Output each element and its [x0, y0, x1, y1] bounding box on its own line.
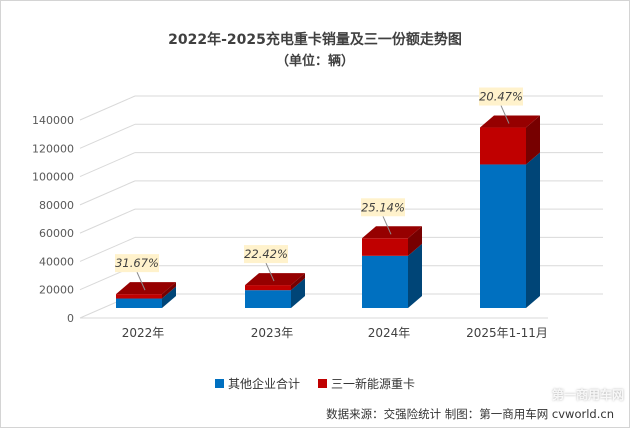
grid-diagonal: [79, 180, 136, 206]
legend-swatch-other: [214, 379, 224, 388]
bar-other-side-0: [162, 286, 176, 308]
data-source-note: 数据来源：交强险统计 制图：第一商用车网 cvworld.cn: [326, 407, 614, 421]
grid-diagonal: [79, 236, 136, 262]
bar-other-side-2: [408, 243, 422, 308]
bar-sany-side-1: [291, 273, 305, 291]
bar-sany-side-3: [526, 115, 540, 165]
bar-sany-side-2: [408, 226, 422, 256]
y-tick-label: 80000: [39, 199, 74, 212]
bar-other-side-1: [291, 278, 305, 308]
x-tick-label: 2023年: [251, 326, 294, 340]
chart-title: 2022年-2025充电重卡销量及三一份额走势图: [168, 32, 462, 48]
share-label-leader: [265, 262, 275, 282]
share-data-label: 20.47%: [479, 90, 523, 104]
bar-other-1: [245, 290, 291, 308]
grid-diagonal: [79, 208, 136, 234]
bar-sany-top-1: [245, 273, 305, 286]
share-label-box: [115, 254, 159, 273]
y-tick-label: 140000: [32, 114, 74, 127]
x-tick-label: 2022年: [122, 326, 165, 340]
grid-diagonal: [79, 152, 136, 178]
legend-item-sany: 三一新能源重卡: [318, 375, 415, 392]
share-label-leader: [136, 271, 146, 291]
x-tick-label: 2025年1-11月: [466, 326, 548, 340]
bar-other-side-3: [526, 152, 540, 308]
bar-sany-1: [245, 285, 291, 291]
bar-other-2: [362, 255, 408, 308]
bar-sany-top-3: [480, 115, 540, 128]
legend-item-other: 其他企业合计: [214, 375, 300, 392]
share-data-label: 31.67%: [115, 256, 159, 270]
y-tick-label: 60000: [39, 227, 74, 240]
share-label-box: [244, 245, 288, 264]
bar-sany-3: [480, 127, 526, 165]
y-tick-label: 20000: [39, 284, 74, 297]
bar-other-0: [116, 298, 162, 308]
y-tick-label: 120000: [32, 142, 74, 155]
bar-sany-side-0: [162, 282, 176, 299]
y-tick-label: 40000: [39, 255, 74, 268]
share-label-box: [361, 198, 405, 217]
y-tick-label: 100000: [32, 171, 74, 184]
y-tick-label: 0: [67, 312, 74, 325]
x-tick-label: 2024年: [368, 326, 411, 340]
legend-swatch-sany: [318, 379, 327, 388]
grid-diagonal: [79, 95, 136, 121]
chart-legend: 其他企业合计 三一新能源重卡: [0, 375, 630, 392]
bar-sany-0: [116, 294, 162, 299]
grid-diagonal: [79, 123, 136, 149]
bar-sany-top-0: [116, 282, 176, 295]
bar-other-3: [480, 164, 526, 308]
share-data-label: 25.14%: [361, 200, 405, 214]
share-label-leader: [382, 216, 392, 235]
share-label-leader: [500, 105, 510, 124]
share-label-box: [479, 87, 523, 106]
share-data-label: 22.42%: [244, 247, 288, 261]
chart-unit-subtitle: （单位：辆）: [275, 54, 354, 69]
watermark-logo: 第一商用车网: [551, 388, 624, 402]
bar-sany-2: [362, 238, 408, 256]
legend-label-sany: 三一新能源重卡: [331, 377, 416, 391]
legend-label-other: 其他企业合计: [227, 377, 300, 391]
bar-sany-top-2: [362, 226, 422, 239]
